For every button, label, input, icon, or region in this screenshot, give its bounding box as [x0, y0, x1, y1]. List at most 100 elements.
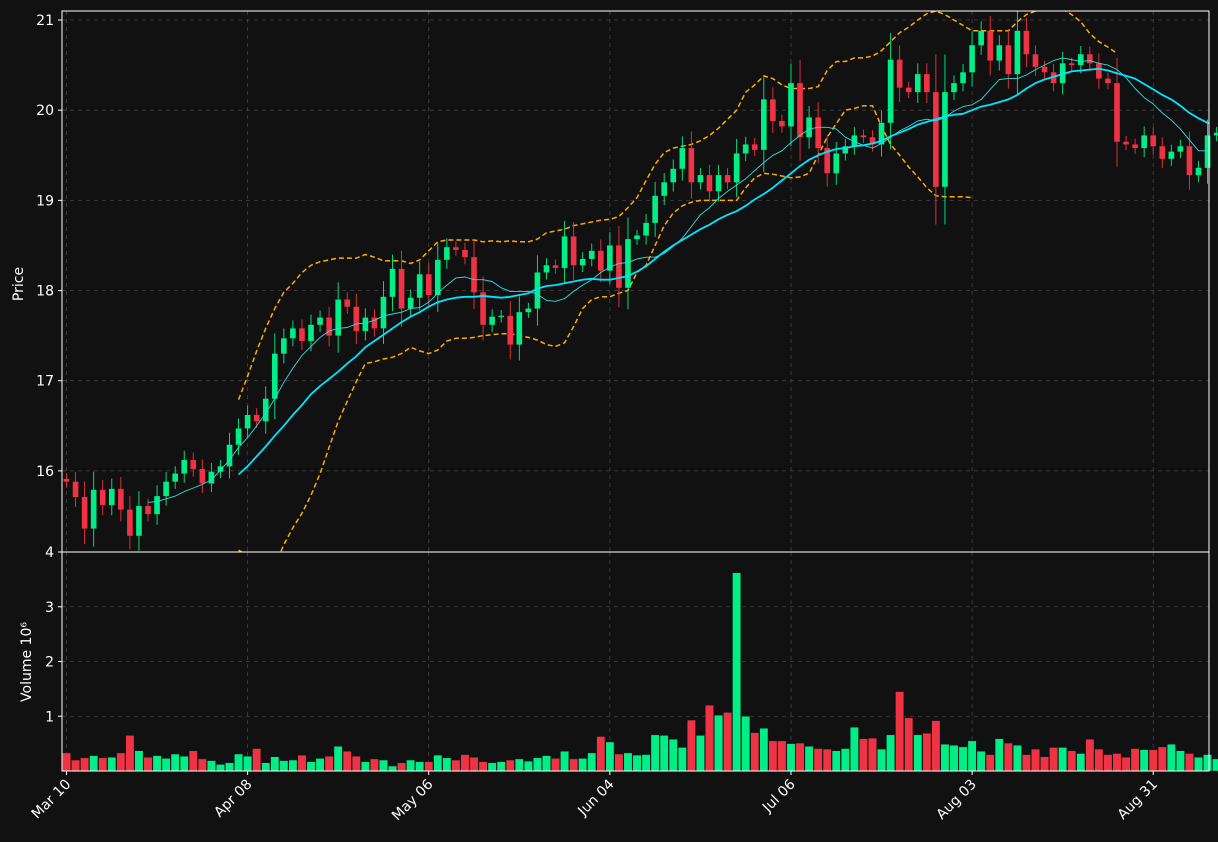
volume-bar [406, 759, 415, 772]
candle-down [1123, 141, 1129, 145]
volume-tick-label: 4 [45, 545, 54, 561]
candle-up [652, 195, 658, 223]
candle-up [136, 506, 142, 536]
volume-bar [1076, 753, 1086, 772]
price-tick-label: 19 [36, 193, 54, 209]
candle-up [154, 496, 160, 515]
candle-down [905, 87, 912, 93]
volume-bar [297, 754, 307, 772]
candle-up [742, 144, 749, 154]
candle-down [453, 247, 459, 250]
candle-up [434, 259, 441, 296]
volume-bar [424, 761, 434, 772]
candle-down [127, 509, 133, 536]
candle-up [842, 146, 849, 154]
candle-up [1204, 135, 1211, 168]
candle-down [253, 414, 260, 422]
volume-bar [1121, 757, 1131, 772]
candle-up [290, 328, 296, 339]
candle-up [661, 182, 668, 196]
candle-up [887, 59, 894, 123]
volume-bar [442, 757, 452, 772]
volume-bar [71, 759, 80, 772]
candle-down [344, 299, 351, 307]
volume-bar [360, 761, 370, 772]
volume-bar [505, 759, 515, 772]
volume-bar [270, 756, 280, 772]
volume-tick-labels: 1 2 3 4 [45, 545, 62, 725]
volume-bar [1166, 743, 1176, 772]
volume-bar [868, 737, 877, 772]
candle-down [425, 274, 432, 296]
candle-down [507, 315, 514, 345]
candle-up [978, 30, 984, 46]
volume-bar [850, 727, 859, 772]
volume-bar [1176, 750, 1185, 772]
candlesticks [63, 11, 1218, 551]
candle-up [1141, 135, 1147, 149]
price-tick-label: 18 [36, 284, 54, 300]
candle-up [281, 338, 287, 354]
volume-bar [533, 757, 542, 772]
volume-bar [967, 740, 977, 772]
volume-bar [306, 761, 316, 772]
volume-bar [650, 734, 660, 772]
volume-bar [487, 762, 497, 772]
candle-down [824, 148, 831, 174]
volume-bar [288, 759, 298, 772]
volume-bar [940, 743, 950, 772]
candle-up [163, 481, 169, 497]
volume-bar [514, 758, 524, 772]
candle-up [670, 168, 677, 183]
candle-up [444, 247, 450, 260]
volume-bar [895, 691, 905, 772]
candle-down [779, 121, 785, 127]
candle-down [1023, 30, 1030, 55]
candle-up [788, 83, 794, 127]
volume-bar [1194, 757, 1203, 772]
volume-bar [623, 752, 633, 772]
volume-bar [605, 741, 615, 772]
candle-down [770, 99, 776, 122]
volume-bar [1094, 748, 1104, 772]
candle-up [1077, 54, 1084, 66]
volume-bar [795, 742, 805, 772]
candle-up [851, 135, 858, 147]
candle-up [625, 239, 631, 288]
volume-bar [116, 752, 126, 772]
candle-up [416, 274, 423, 298]
volume-bar [913, 734, 923, 772]
volume-bar [107, 757, 117, 772]
fast-ma-line [147, 57, 1209, 503]
volume-bar [831, 750, 841, 772]
candle-down [616, 245, 622, 288]
candle-down [924, 74, 930, 93]
candle-up [489, 316, 495, 325]
volume-bar [279, 760, 289, 772]
volume-bar [714, 714, 723, 772]
candle-down [480, 292, 486, 325]
volume-bar [705, 705, 714, 772]
volume-bar [469, 757, 479, 772]
volume-bar [668, 739, 678, 772]
candle-down [1186, 146, 1193, 176]
candle-up [181, 460, 188, 474]
volume-bar [822, 748, 832, 772]
volume-bar [759, 728, 769, 772]
volume-bar [1148, 749, 1158, 772]
volume-bar [596, 736, 606, 772]
volume-bar [931, 720, 941, 772]
slow-ma-line [237, 67, 1209, 476]
volume-bar [261, 762, 271, 772]
candle-down [462, 249, 468, 258]
candle-down [1087, 54, 1093, 64]
candle-down [815, 117, 821, 149]
candle-down [896, 59, 903, 88]
candle-up [208, 471, 215, 484]
candle-down [1159, 146, 1166, 159]
volume-bar [1085, 739, 1095, 772]
candle-up [588, 250, 595, 259]
candle-down [724, 175, 731, 183]
